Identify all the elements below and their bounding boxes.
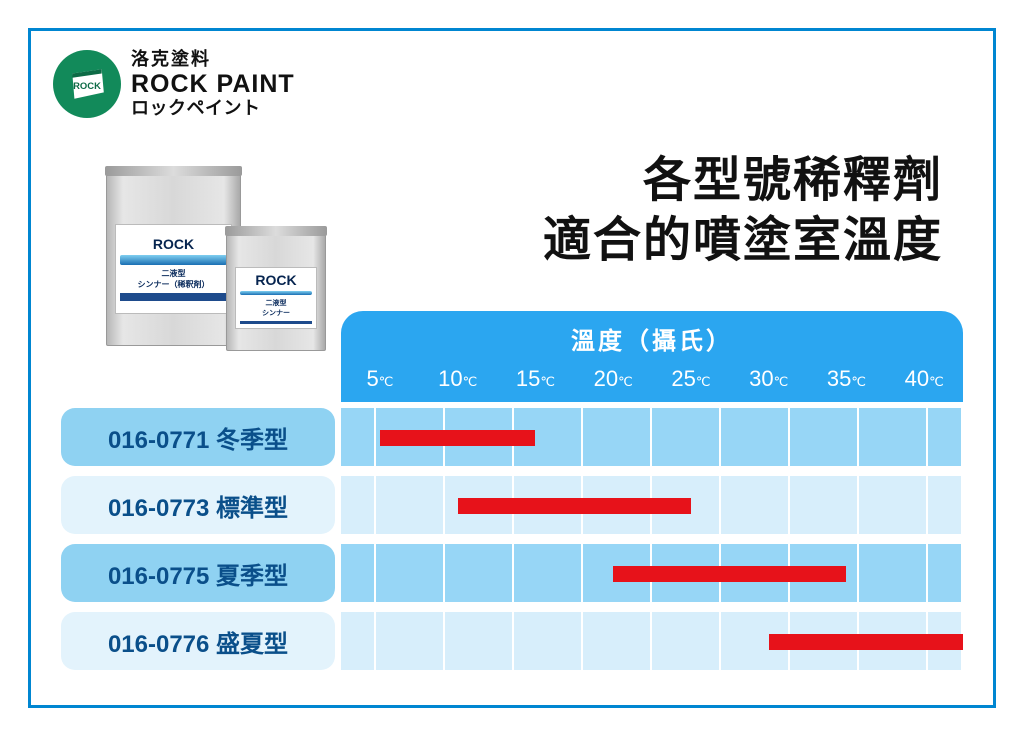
brand-name-cn: 洛克塗料	[131, 49, 295, 70]
can-brand: ROCK	[153, 236, 194, 252]
brand-name-en: ROCK PAINT	[131, 70, 295, 99]
chart-header: 溫度（攝氏）	[341, 311, 963, 362]
axis-tick: 25℃	[652, 366, 730, 392]
range-bar	[380, 430, 536, 446]
axis-tick: 40℃	[885, 366, 963, 392]
axis-tick: 10℃	[419, 366, 497, 392]
brand-name-jp: ロックペイント	[131, 98, 295, 119]
range-bar	[613, 566, 846, 582]
axis-title: 溫度（攝氏）	[341, 321, 963, 356]
row-grid	[341, 408, 963, 466]
chart-row: 016-0773 標準型	[61, 476, 963, 534]
brand-badge: ROCK	[53, 50, 121, 118]
axis-tick: 5℃	[341, 366, 419, 392]
axis-tick: 35℃	[808, 366, 886, 392]
axis-tick: 20℃	[574, 366, 652, 392]
range-bar	[458, 498, 691, 514]
row-label: 016-0776 盛夏型	[61, 612, 335, 670]
axis-tick: 30℃	[730, 366, 808, 392]
title-line-2: 適合的噴塗室溫度	[543, 211, 943, 271]
badge-text: ROCK	[73, 81, 101, 92]
temperature-chart: 溫度（攝氏） 5℃10℃15℃20℃25℃30℃35℃40℃ 016-0771 …	[61, 311, 963, 670]
row-label: 016-0773 標準型	[61, 476, 335, 534]
chart-row: 016-0771 冬季型	[61, 408, 963, 466]
axis-ticks: 5℃10℃15℃20℃25℃30℃35℃40℃	[341, 362, 963, 402]
brand-logo: ROCK 洛克塗料 ROCK PAINT ロックペイント	[53, 49, 971, 119]
row-grid	[341, 544, 963, 602]
can-brand: ROCK	[255, 272, 296, 288]
row-grid	[341, 612, 963, 670]
range-bar	[769, 634, 963, 650]
row-label: 016-0775 夏季型	[61, 544, 335, 602]
content-frame: ROCK 洛克塗料 ROCK PAINT ロックペイント 各型號稀釋劑 適合的噴…	[28, 28, 996, 708]
can-icon: ROCK	[66, 63, 108, 105]
axis-tick: 15℃	[497, 366, 575, 392]
title-line-1: 各型號稀釋劑	[543, 151, 943, 211]
row-label: 016-0771 冬季型	[61, 408, 335, 466]
page-title: 各型號稀釋劑 適合的噴塗室溫度	[543, 151, 943, 271]
chart-row: 016-0775 夏季型	[61, 544, 963, 602]
row-grid	[341, 476, 963, 534]
brand-text: 洛克塗料 ROCK PAINT ロックペイント	[131, 49, 295, 119]
chart-row: 016-0776 盛夏型	[61, 612, 963, 670]
chart-rows: 016-0771 冬季型 016-0773 標準型 016-0775 夏季型 016-…	[61, 408, 963, 670]
